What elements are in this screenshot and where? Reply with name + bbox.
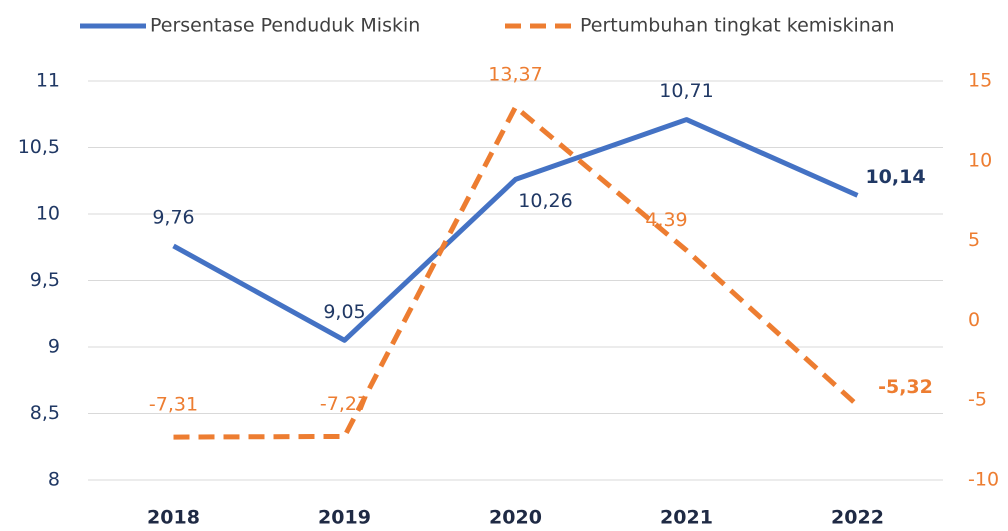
data-label: 10,26 (518, 190, 572, 212)
data-label: -5,32 (878, 376, 933, 398)
series-line (172, 117, 859, 343)
data-label: -7,27 (320, 393, 369, 415)
y2-tick-label: 10 (968, 149, 992, 171)
y-tick-label: 11 (36, 70, 60, 92)
y2-tick-label: 0 (968, 309, 980, 331)
y-tick-label: 9 (48, 336, 60, 358)
x-tick-label: 2018 (147, 507, 200, 529)
data-label: -7,31 (149, 394, 198, 416)
x-tick-label: 2020 (489, 507, 542, 529)
data-label: 10,71 (659, 80, 713, 102)
y2-tick-label: -10 (968, 469, 999, 491)
legend-label: Pertumbuhan tingkat kemiskinan (580, 15, 895, 37)
x-tick-label: 2022 (831, 507, 884, 529)
series-line (173, 104, 860, 440)
y2-tick-label: 15 (968, 70, 992, 92)
y-tick-label: 8 (48, 469, 60, 491)
legend-label: Persentase Penduduk Miskin (150, 15, 420, 37)
y2-tick-label: 5 (968, 229, 980, 251)
x-tick-label: 2021 (660, 507, 713, 529)
data-label: 4,39 (645, 209, 687, 231)
y-tick-label: 8,5 (30, 402, 60, 424)
y-tick-label: 9,5 (30, 269, 60, 291)
data-label: 10,14 (865, 166, 925, 188)
y-tick-label: 10,5 (18, 136, 60, 158)
x-tick-label: 2019 (318, 507, 371, 529)
data-label: 13,37 (488, 64, 542, 86)
data-label: 9,76 (152, 206, 194, 228)
data-label: 9,05 (323, 301, 365, 323)
y-tick-label: 10 (36, 203, 60, 225)
y2-tick-label: -5 (968, 389, 987, 411)
